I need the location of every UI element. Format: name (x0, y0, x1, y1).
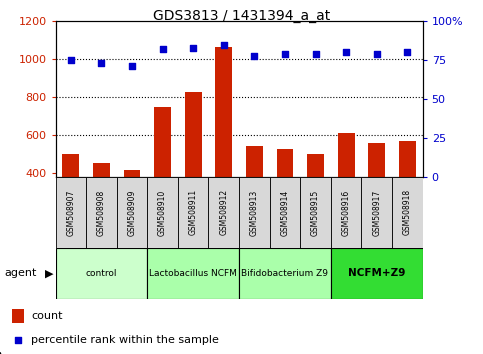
Text: GSM508915: GSM508915 (311, 189, 320, 235)
Text: percentile rank within the sample: percentile rank within the sample (31, 335, 219, 345)
Bar (56, 248, 147, 299)
Bar (331, 248, 423, 299)
Point (67, 57, 75, 63)
Point (312, 51, 319, 57)
Bar (277, 149, 293, 177)
Bar (62, 154, 79, 177)
Text: GSM508907: GSM508907 (66, 189, 75, 236)
Bar (392, 177, 423, 248)
Bar (147, 248, 239, 299)
Text: GSM508910: GSM508910 (158, 189, 167, 235)
Bar (369, 143, 385, 177)
Bar (270, 177, 300, 248)
Point (403, 50, 411, 55)
Point (98, 61, 105, 66)
Point (373, 51, 381, 57)
Bar (300, 177, 331, 248)
Text: Lactobacillus NCFM: Lactobacillus NCFM (149, 269, 237, 278)
Bar (307, 154, 324, 177)
Bar (56, 177, 86, 248)
Point (159, 46, 167, 52)
Text: ▶: ▶ (45, 268, 54, 278)
Point (128, 64, 136, 69)
Text: GSM508913: GSM508913 (250, 189, 259, 235)
Bar (178, 177, 209, 248)
Text: count: count (31, 311, 63, 321)
Point (220, 42, 227, 47)
Text: GSM508908: GSM508908 (97, 189, 106, 235)
Bar (361, 177, 392, 248)
Bar (338, 133, 355, 177)
Bar (185, 92, 201, 177)
Point (281, 51, 289, 57)
Point (14, 337, 22, 343)
Bar (93, 163, 110, 177)
Bar (215, 47, 232, 177)
Point (251, 53, 258, 58)
Text: GSM508911: GSM508911 (189, 189, 198, 235)
Bar (331, 177, 361, 248)
Text: GDS3813 / 1431394_a_at: GDS3813 / 1431394_a_at (153, 9, 330, 23)
Bar (154, 107, 171, 177)
Bar (117, 177, 147, 248)
Bar (209, 177, 239, 248)
Point (342, 50, 350, 55)
Bar (246, 145, 263, 177)
Text: GSM508914: GSM508914 (281, 189, 289, 235)
Point (189, 45, 197, 51)
Bar (239, 248, 331, 299)
Bar (147, 177, 178, 248)
Text: NCFM+Z9: NCFM+Z9 (348, 268, 405, 279)
Text: GSM508909: GSM508909 (128, 189, 137, 236)
Text: control: control (85, 269, 117, 278)
Text: agent: agent (5, 268, 37, 278)
Text: GSM508912: GSM508912 (219, 189, 228, 235)
Bar (239, 177, 270, 248)
Bar (12, 309, 24, 323)
Bar (399, 141, 416, 177)
Bar (124, 170, 141, 177)
Text: GSM508918: GSM508918 (403, 189, 412, 235)
Text: Bifidobacterium Z9: Bifidobacterium Z9 (242, 269, 328, 278)
Text: GSM508916: GSM508916 (341, 189, 351, 235)
Text: GSM508917: GSM508917 (372, 189, 381, 235)
Bar (86, 177, 117, 248)
